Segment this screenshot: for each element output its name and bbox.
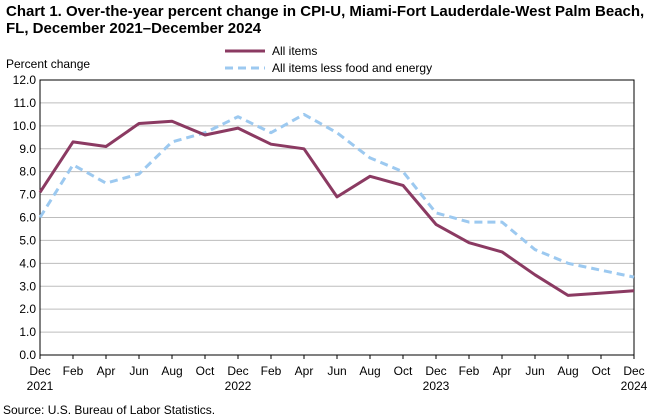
legend-label: All items	[272, 44, 317, 58]
x-tick-label: Aug	[557, 364, 578, 378]
y-axis: 0.0 1.0 2.0 3.0 4.0 5.0 6.0 7.0 8.0 9.0 10.0 11.0 12…	[13, 73, 37, 362]
x-tick-label: Apr	[295, 364, 314, 378]
y-tick-label: 4.0	[19, 256, 36, 270]
y-tick-label: 8.0	[19, 165, 36, 179]
x-tick-label: Feb	[261, 364, 282, 378]
x-tick-label: Aug	[359, 364, 380, 378]
series-lines	[38, 112, 635, 297]
y-axis-label: Percent change	[6, 57, 90, 71]
x-tick-label: Oct	[196, 364, 215, 378]
y-tick-label: 2.0	[19, 302, 36, 316]
y-tick-label: 3.0	[19, 279, 36, 293]
x-tick-label: Feb	[63, 364, 84, 378]
y-tick-label: 12.0	[13, 73, 37, 87]
x-tick-label: Dec	[623, 364, 644, 378]
source-note: Source: U.S. Bureau of Labor Statistics.	[3, 403, 216, 417]
x-tick-label: Oct	[592, 364, 611, 378]
x-tick-year-label: 2024	[621, 379, 648, 393]
x-tick-year-label: 2022	[225, 379, 252, 393]
x-tick-label: Apr	[493, 364, 512, 378]
legend: All items All items less food and energy	[225, 44, 432, 75]
x-tick-year-label: 2023	[423, 379, 450, 393]
chart-title: Chart 1. Over-the-year percent change in…	[6, 3, 645, 37]
x-tick-label: Oct	[394, 364, 413, 378]
x-tick-year-label: 2021	[27, 379, 54, 393]
x-tick-label: Jun	[327, 364, 346, 378]
y-tick-label: 9.0	[19, 142, 36, 156]
series-line-all-items	[38, 119, 635, 297]
x-tick-label: Aug	[161, 364, 182, 378]
y-tick-label: 7.0	[19, 188, 36, 202]
x-tick-label: Dec	[227, 364, 248, 378]
gridlines	[40, 102, 634, 333]
y-tick-label: 0.0	[19, 348, 36, 362]
x-tick-label: Jun	[525, 364, 544, 378]
x-tick-label: Apr	[97, 364, 116, 378]
x-tick-label: Jun	[129, 364, 148, 378]
series-line-all-items-less-food-and-energy	[38, 112, 635, 279]
x-tick-label: Dec	[29, 364, 50, 378]
y-tick-label: 1.0	[19, 325, 36, 339]
x-tick-label: Feb	[459, 364, 480, 378]
y-tick-label: 6.0	[19, 211, 36, 225]
legend-label: All items less food and energy	[272, 61, 432, 75]
x-tick-label: Dec	[425, 364, 446, 378]
y-tick-label: 11.0	[14, 96, 37, 110]
y-tick-label: 10.0	[13, 119, 37, 133]
y-tick-label: 5.0	[19, 233, 36, 247]
